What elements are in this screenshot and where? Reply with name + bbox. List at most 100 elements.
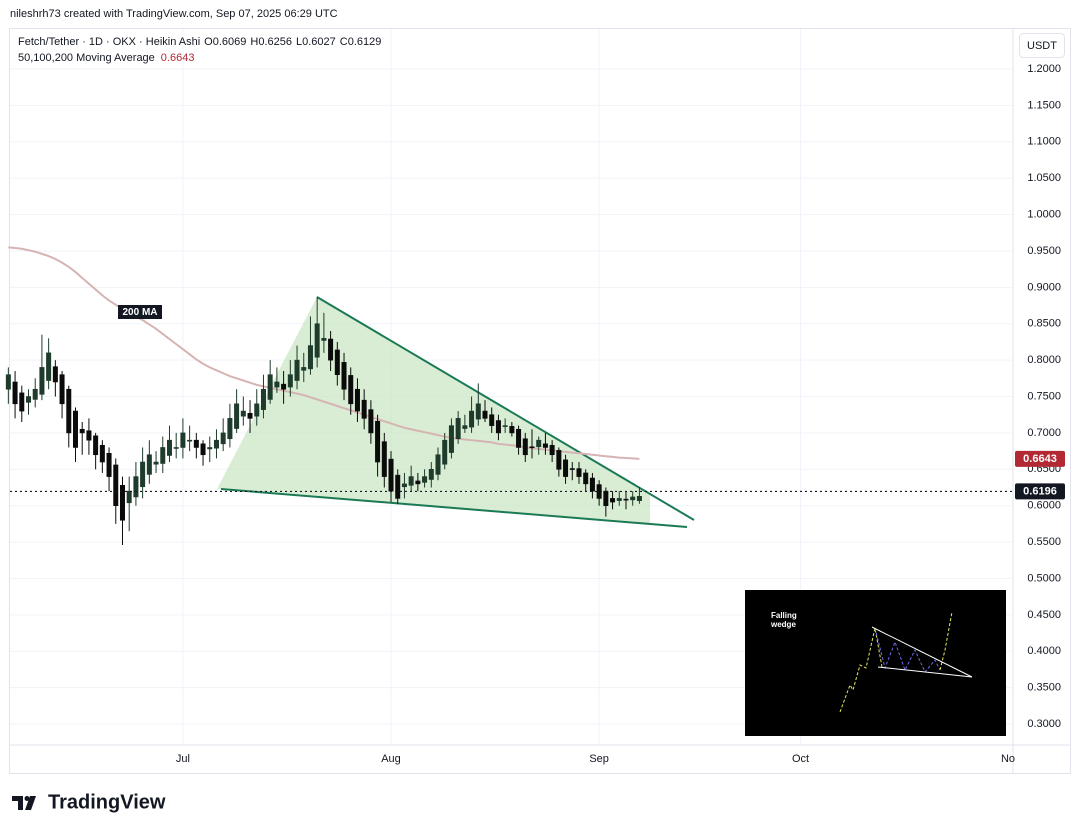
candle-body xyxy=(294,359,300,381)
candle-body xyxy=(341,362,347,390)
candle-body xyxy=(260,388,266,410)
ma-name: 50,100,200 Moving Average xyxy=(18,52,155,64)
h-label: H xyxy=(250,36,258,48)
candle-body xyxy=(495,420,501,434)
frame xyxy=(9,28,1071,774)
candle-body xyxy=(93,435,99,456)
last-price-label: 0.6196 xyxy=(1023,485,1057,497)
candle-body xyxy=(354,388,360,412)
falling-wedge xyxy=(217,296,695,528)
candle-body xyxy=(328,338,334,361)
candle-body xyxy=(589,477,595,492)
inset-line xyxy=(877,666,973,678)
symbol: Fetch/Tether · 1D · OKX · Heikin Ashi xyxy=(18,36,200,48)
logo-icon xyxy=(24,796,30,801)
candle-body xyxy=(509,426,515,434)
y-tick-label: 0.5000 xyxy=(1027,572,1061,584)
y-tick-label: 1.1500 xyxy=(1027,99,1061,111)
candle-body xyxy=(448,425,454,453)
candle-body xyxy=(220,432,226,445)
candle-body xyxy=(375,420,381,463)
candle-body xyxy=(529,446,535,449)
candle-body xyxy=(556,450,562,470)
inset-path xyxy=(874,627,941,673)
currency-button[interactable] xyxy=(1019,33,1065,58)
candle-body xyxy=(361,399,367,419)
candle-body xyxy=(307,345,313,370)
x-tick-label: Sep xyxy=(589,753,609,765)
x-tick-label: Jul xyxy=(176,753,190,765)
candle-body xyxy=(415,480,421,485)
candle-body xyxy=(39,367,45,395)
y-tick-label: 0.3000 xyxy=(1027,718,1061,730)
candle-body xyxy=(536,439,542,448)
inset-path xyxy=(939,611,953,671)
legend-ma: 50,100,200 Moving Average 0.6643 xyxy=(18,52,194,64)
c-label: C xyxy=(340,36,348,48)
legend-title: Fetch/Tether · 1D · OKX · Heikin Ashi O0.… xyxy=(18,36,381,48)
y-tick-label: 0.4000 xyxy=(1027,645,1061,657)
candle-body xyxy=(381,441,387,477)
y-tick-label: 0.7500 xyxy=(1027,390,1061,402)
x-tick-label: Oct xyxy=(792,753,809,765)
l-label: L xyxy=(296,36,302,48)
candle-body xyxy=(187,439,193,442)
candle-body xyxy=(502,425,508,427)
candle-body xyxy=(5,374,11,390)
candle-body xyxy=(603,490,609,506)
ma-tag-label: 0.6643 xyxy=(1023,453,1057,465)
candle-body xyxy=(348,375,354,405)
wedge-upper xyxy=(316,296,695,521)
candle-body xyxy=(140,461,146,488)
candle-body xyxy=(173,447,179,449)
logo-icon xyxy=(12,796,36,810)
inset-path xyxy=(839,627,883,713)
candle-body xyxy=(489,414,495,426)
candle-body xyxy=(72,410,78,448)
candle-body xyxy=(267,374,273,400)
candle-body xyxy=(106,452,112,477)
candle-body xyxy=(301,367,307,371)
candle-body xyxy=(401,483,407,488)
candle-body xyxy=(99,444,105,463)
candle-body xyxy=(630,496,636,501)
y-tick-label: 0.8500 xyxy=(1027,318,1061,330)
candle-body xyxy=(442,439,448,465)
candle-body xyxy=(395,474,401,499)
candle-body xyxy=(610,498,616,503)
candle-body xyxy=(200,443,206,456)
logo: TradingView xyxy=(12,791,166,813)
candle-body xyxy=(388,458,394,492)
candle-body xyxy=(119,485,125,521)
y-tick-label: 0.5500 xyxy=(1027,536,1061,548)
o-value: 0.6069 xyxy=(213,36,247,48)
ma-annotation-box xyxy=(118,305,162,319)
candle-body xyxy=(563,459,569,477)
candle-body xyxy=(475,403,481,420)
y-tick-label: 0.7000 xyxy=(1027,427,1061,439)
candle-body xyxy=(469,410,475,428)
candle-body xyxy=(549,444,555,456)
candle-body xyxy=(153,461,159,465)
l-value: 0.6027 xyxy=(302,36,336,48)
candle-body xyxy=(482,410,488,419)
candle-body xyxy=(636,496,642,501)
wedge-fill xyxy=(217,297,650,524)
last-price-tag xyxy=(1015,483,1065,500)
inset-text: wedge xyxy=(770,620,796,629)
candle-body xyxy=(455,418,461,440)
candle-body xyxy=(583,472,589,485)
candle-body xyxy=(576,468,582,477)
y-tick-label: 0.6000 xyxy=(1027,500,1061,512)
candle-body xyxy=(126,490,132,504)
candle-body xyxy=(569,468,575,470)
candle-body xyxy=(616,498,622,501)
y-tick-label: 1.0000 xyxy=(1027,208,1061,220)
candle-body xyxy=(12,381,18,405)
candle-body xyxy=(19,392,25,412)
inset-text: Falling xyxy=(771,611,797,620)
candle-body xyxy=(428,469,434,480)
currency[interactable]: USDT xyxy=(1027,40,1057,52)
candle-body xyxy=(240,410,246,417)
candle-body xyxy=(66,388,72,434)
